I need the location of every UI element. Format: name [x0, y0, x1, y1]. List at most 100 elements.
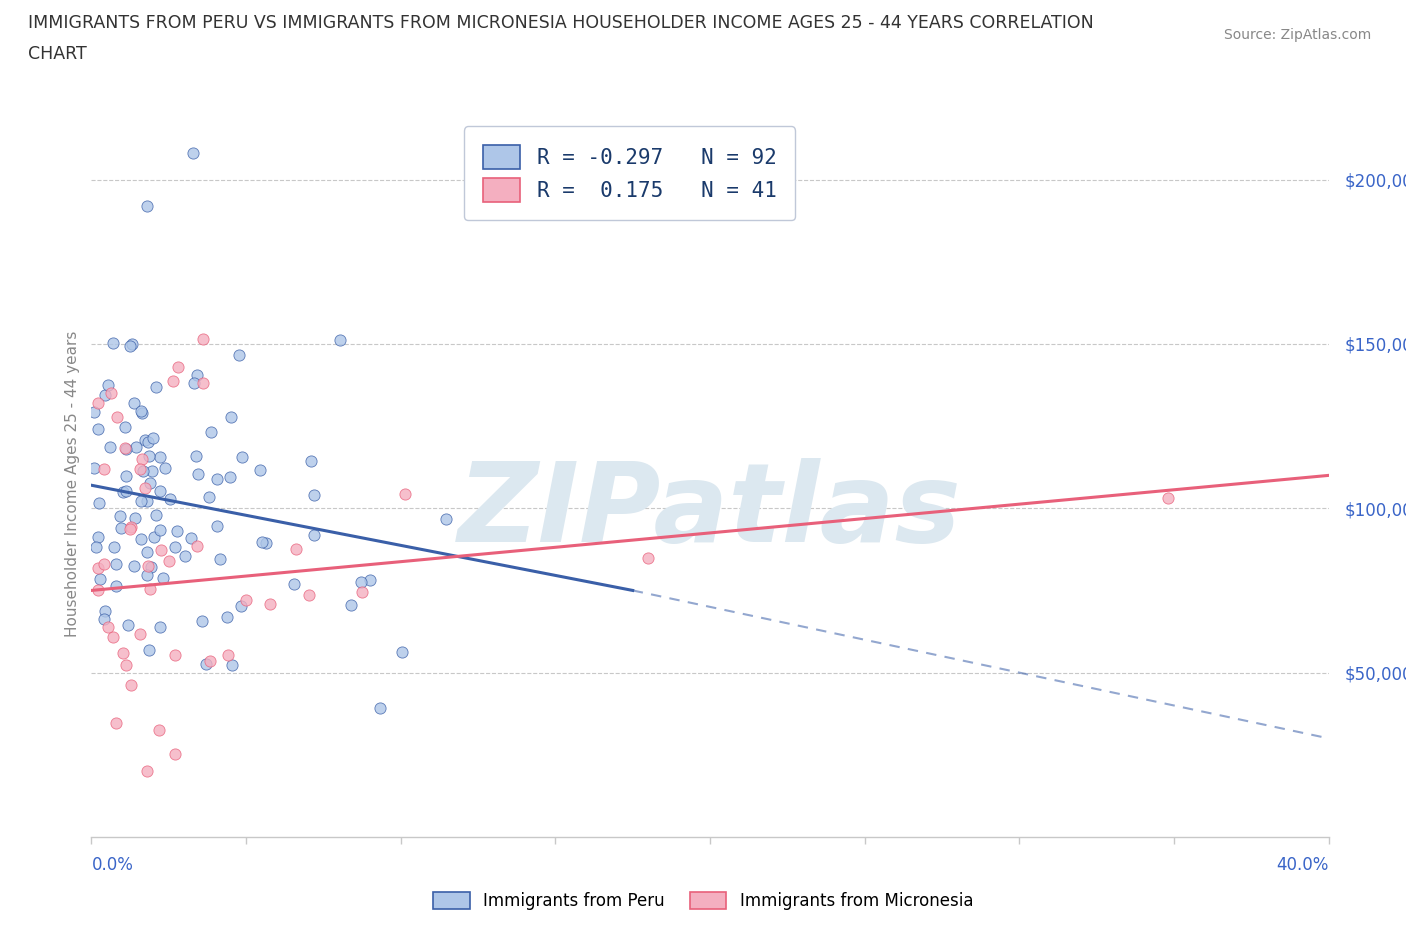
- Point: [149, 449, 172, 464]
- Point: [110, 509, 132, 524]
- Point: [136, 559, 159, 574]
- Point: [173, 549, 195, 564]
- Point: [219, 410, 242, 425]
- Point: [93, 462, 115, 477]
- Point: [86, 539, 108, 554]
- Point: [93, 557, 115, 572]
- Point: [231, 450, 253, 465]
- Point: [162, 373, 184, 388]
- Point: [98, 440, 121, 455]
- Point: [138, 434, 160, 449]
- Point: [138, 643, 160, 658]
- Point: [145, 507, 167, 522]
- Point: [394, 486, 416, 501]
- Point: [129, 627, 152, 642]
- Point: [131, 405, 153, 420]
- Point: [124, 558, 146, 573]
- Text: CHART: CHART: [28, 45, 87, 62]
- Point: [148, 723, 170, 737]
- Point: [218, 470, 240, 485]
- Point: [191, 614, 214, 629]
- Point: [124, 511, 146, 525]
- Point: [110, 520, 132, 535]
- Point: [163, 747, 186, 762]
- Point: [131, 451, 153, 466]
- Point: [183, 146, 205, 161]
- Legend: R = -0.297   N = 92, R =  0.175   N = 41: R = -0.297 N = 92, R = 0.175 N = 41: [464, 126, 796, 220]
- Point: [149, 484, 172, 498]
- Y-axis label: Householder Income Ages 25 - 44 years: Householder Income Ages 25 - 44 years: [65, 330, 80, 637]
- Point: [118, 522, 141, 537]
- Point: [391, 644, 413, 659]
- Point: [186, 538, 208, 553]
- Point: [152, 571, 174, 586]
- Point: [97, 619, 120, 634]
- Point: [259, 597, 281, 612]
- Point: [117, 618, 139, 632]
- Point: [141, 464, 163, 479]
- Point: [340, 598, 363, 613]
- Point: [637, 550, 659, 565]
- Point: [139, 476, 162, 491]
- Point: [120, 339, 142, 353]
- Point: [329, 333, 352, 348]
- Point: [195, 657, 218, 671]
- Point: [83, 405, 105, 419]
- Point: [114, 419, 136, 434]
- Text: Source: ZipAtlas.com: Source: ZipAtlas.com: [1223, 28, 1371, 42]
- Point: [205, 519, 228, 534]
- Point: [135, 568, 157, 583]
- Text: ZIPatlas: ZIPatlas: [458, 458, 962, 565]
- Point: [149, 543, 172, 558]
- Point: [191, 376, 214, 391]
- Point: [142, 431, 165, 445]
- Point: [149, 522, 172, 537]
- Point: [228, 348, 250, 363]
- Point: [180, 530, 202, 545]
- Point: [143, 529, 166, 544]
- Point: [83, 460, 105, 475]
- Point: [136, 494, 159, 509]
- Point: [136, 764, 159, 778]
- Point: [120, 678, 142, 693]
- Point: [129, 404, 152, 418]
- Point: [86, 582, 108, 597]
- Text: 0.0%: 0.0%: [91, 856, 134, 873]
- Point: [184, 448, 207, 463]
- Point: [114, 440, 136, 455]
- Point: [134, 432, 156, 447]
- Point: [229, 598, 252, 613]
- Point: [349, 574, 371, 589]
- Point: [350, 585, 373, 600]
- Point: [235, 593, 257, 608]
- Point: [132, 463, 155, 478]
- Point: [122, 396, 145, 411]
- Point: [101, 335, 124, 350]
- Point: [283, 577, 305, 591]
- Point: [299, 454, 322, 469]
- Point: [93, 612, 115, 627]
- Point: [256, 535, 278, 550]
- Point: [86, 395, 108, 410]
- Point: [104, 556, 127, 571]
- Text: IMMIGRANTS FROM PERU VS IMMIGRANTS FROM MICRONESIA HOUSEHOLDER INCOME AGES 25 - : IMMIGRANTS FROM PERU VS IMMIGRANTS FROM …: [28, 14, 1094, 32]
- Point: [136, 544, 159, 559]
- Point: [153, 460, 176, 475]
- Point: [121, 337, 143, 352]
- Point: [159, 491, 181, 506]
- Point: [114, 484, 136, 498]
- Point: [198, 654, 221, 669]
- Point: [191, 332, 214, 347]
- Point: [103, 539, 125, 554]
- Point: [129, 532, 152, 547]
- Point: [105, 410, 128, 425]
- Text: 40.0%: 40.0%: [1277, 856, 1329, 873]
- Point: [165, 647, 187, 662]
- Point: [93, 604, 115, 618]
- Point: [89, 572, 111, 587]
- Point: [138, 448, 160, 463]
- Point: [115, 469, 138, 484]
- Point: [139, 560, 162, 575]
- Point: [284, 541, 307, 556]
- Point: [111, 485, 134, 499]
